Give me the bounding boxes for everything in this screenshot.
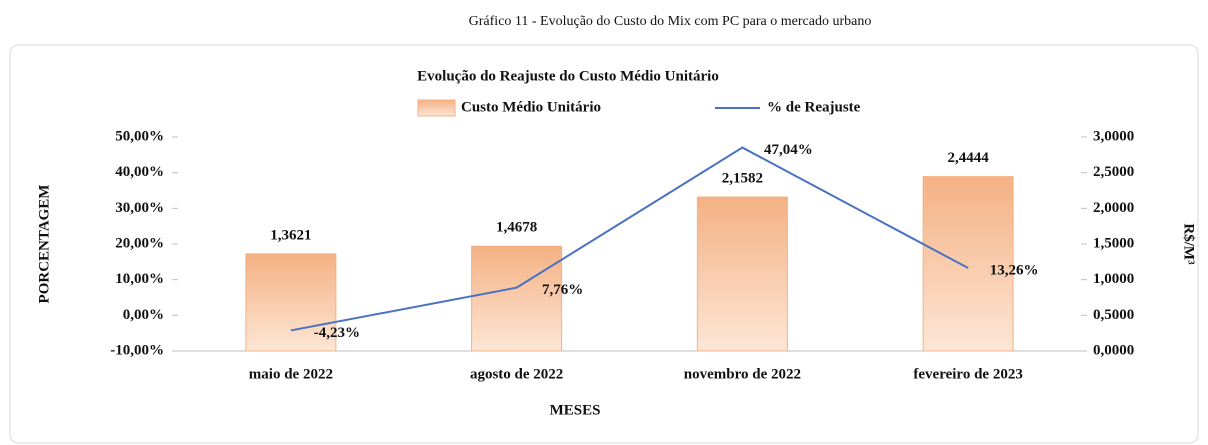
y-axis-label: PORCENTAGEM [36, 185, 52, 304]
y-tick-label: 10,00% [115, 271, 164, 287]
y2-tick-label: 1,5000 [1093, 235, 1134, 251]
bar-value-label: 1,4678 [496, 220, 537, 236]
legend-label: % de Reajuste [767, 99, 861, 115]
bar [245, 253, 337, 352]
chart-title: Evolução do Reajuste do Custo Médio Unit… [417, 68, 719, 84]
y-tick-label: 40,00% [115, 164, 164, 180]
y-tick-label: 0,00% [123, 307, 164, 323]
x-tick-label: fevereiro de 2023 [913, 366, 1022, 382]
y-tick-label: 30,00% [115, 200, 164, 216]
line-value-label: 13,26% [990, 262, 1039, 278]
y-tick-label: -10,00% [110, 342, 164, 358]
x-tick-label: agosto de 2022 [470, 366, 563, 382]
chart-frame [9, 44, 1199, 444]
y-tick-label: 50,00% [115, 128, 164, 144]
y2-tick-label: 0,0000 [1093, 342, 1134, 358]
bar-value-label: 2,4444 [948, 150, 990, 166]
x-axis-label: MESES [550, 402, 601, 418]
bar [471, 245, 563, 352]
bar-value-label: 1,3621 [270, 227, 311, 243]
y2-tick-label: 2,0000 [1093, 200, 1134, 216]
y-tick-label: 20,00% [115, 235, 164, 251]
line [290, 146, 969, 332]
bar [696, 196, 788, 352]
caption: Gráfico 11 - Evolução do Custo do Mix co… [469, 14, 872, 29]
legend-label: Custo Médio Unitário [461, 99, 601, 115]
bar-value-label: 2,1582 [722, 170, 763, 186]
y2-tick-label: 1,0000 [1093, 271, 1134, 287]
x-tick-label: novembro de 2022 [684, 366, 801, 382]
legend-swatch [417, 99, 456, 117]
y2-tick-label: 2,5000 [1093, 164, 1134, 180]
bar [922, 176, 1014, 352]
y2-tick-label: 3,0000 [1093, 128, 1134, 144]
line-value-label: 47,04% [764, 142, 813, 158]
y2-axis-label: R$/M³ [1181, 223, 1197, 265]
line-value-label: -4,23% [314, 325, 360, 341]
x-tick-label: maio de 2022 [249, 366, 333, 382]
line-value-label: 7,76% [542, 282, 583, 298]
y2-tick-label: 0,5000 [1093, 307, 1134, 323]
